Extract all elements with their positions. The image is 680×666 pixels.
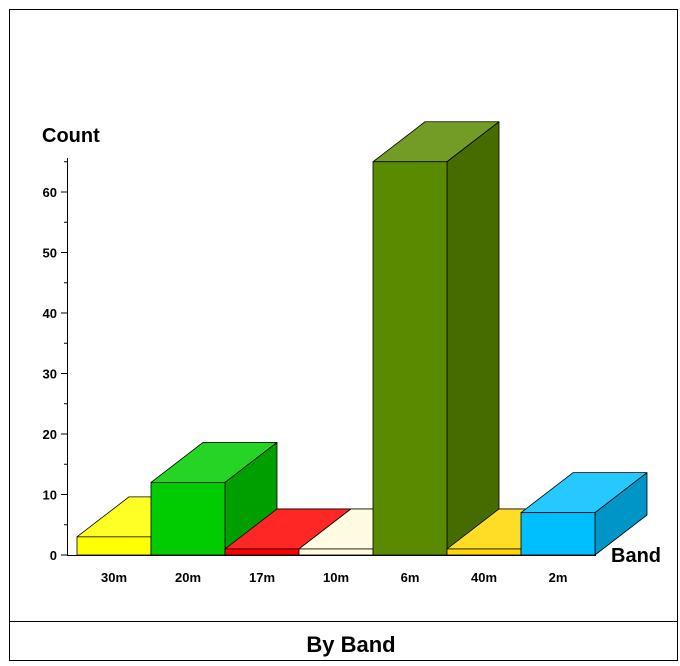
x-tick-label: 30m	[101, 570, 127, 585]
bar-front-face	[224, 548, 300, 556]
y-tick-label: 20	[43, 427, 57, 442]
y-tick-label: 40	[43, 306, 57, 321]
bar-front-face	[446, 548, 522, 556]
bars	[76, 121, 648, 556]
x-tick-label: 40m	[471, 570, 497, 585]
chart-border	[9, 9, 678, 661]
bar-2m	[520, 472, 648, 556]
x-tick-labels: 30m 20m 17m 10m 6m 40m 2m	[101, 570, 567, 585]
y-ticks: 0 10 20 30 40 50 60	[43, 161, 67, 563]
x-tick-label: 10m	[323, 570, 349, 585]
x-tick-label: 2m	[549, 570, 568, 585]
x-tick-label: 6m	[401, 570, 420, 585]
y-axis-label: Count	[42, 125, 100, 147]
x-tick-label: 17m	[249, 570, 275, 585]
bar-6m	[372, 121, 500, 556]
bar-front-face	[76, 536, 152, 556]
y-tick-label: 50	[43, 246, 57, 261]
y-tick-label: 10	[43, 488, 57, 503]
x-axis-label: Band	[611, 545, 661, 567]
bar-front-face	[150, 481, 226, 556]
y-tick-label: 60	[43, 185, 57, 200]
chart-title: By Band	[306, 632, 395, 657]
y-tick-label: 0	[50, 548, 57, 563]
bar-front-face	[298, 548, 374, 556]
y-tick-label: 30	[43, 367, 57, 382]
bar-front-face	[372, 161, 448, 556]
bar-front-face	[520, 512, 596, 556]
x-tick-label: 20m	[175, 570, 201, 585]
bar-side-face	[446, 121, 500, 556]
